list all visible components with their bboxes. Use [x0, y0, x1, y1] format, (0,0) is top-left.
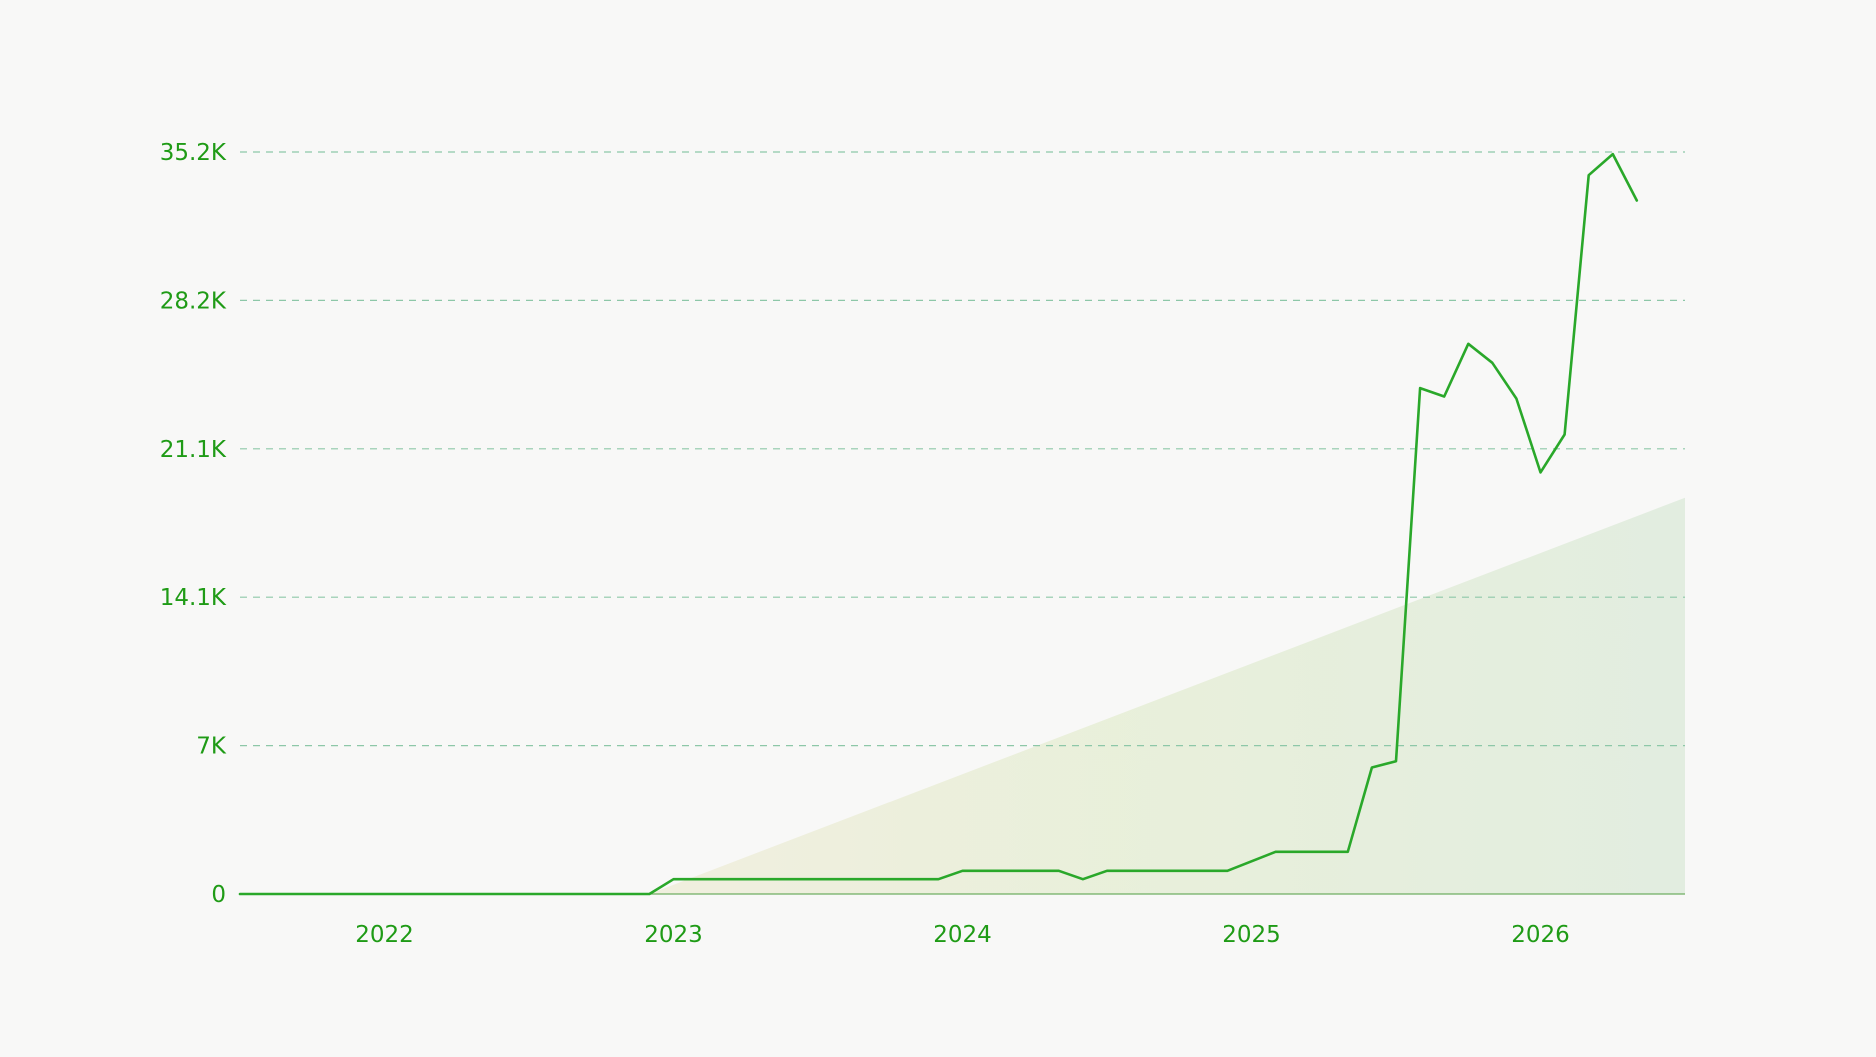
data-point	[648, 893, 650, 895]
y-tick-label: 21.1K	[160, 437, 227, 463]
data-point	[1058, 870, 1060, 872]
x-axis-ticks: 2022 2023 2024 2025 2026	[355, 922, 1570, 948]
data-point	[239, 893, 241, 895]
data-point	[1636, 199, 1638, 201]
data-point	[1419, 387, 1421, 389]
data-point	[1371, 766, 1373, 768]
x-tick-label: 2024	[933, 922, 992, 948]
data-point	[1491, 362, 1493, 364]
x-tick-label: 2023	[644, 922, 703, 948]
series-line	[238, 152, 1639, 896]
x-tick-label: 2025	[1222, 922, 1281, 948]
y-tick-label: 35.2K	[160, 140, 227, 166]
series-layer	[238, 152, 1639, 896]
y-tick-label: 28.2K	[160, 288, 227, 314]
data-point	[1515, 397, 1517, 399]
data-point	[1443, 395, 1445, 397]
data-point	[961, 870, 963, 872]
data-point	[1539, 471, 1541, 473]
data-point	[1347, 851, 1349, 853]
trend-area	[649, 497, 1685, 894]
data-point	[1587, 174, 1589, 176]
y-axis-ticks: 0 7K 14.1K 21.1K 28.2K 35.2K	[160, 140, 227, 908]
data-point	[504, 893, 506, 895]
y-tick-label: 0	[211, 882, 226, 908]
data-point	[1612, 153, 1614, 155]
y-tick-label: 7K	[196, 734, 227, 760]
data-point	[1563, 433, 1565, 435]
y-tick-label: 14.1K	[160, 585, 227, 611]
data-point	[937, 878, 939, 880]
x-tick-label: 2026	[1511, 922, 1570, 948]
data-point	[1226, 870, 1228, 872]
data-point	[1395, 760, 1397, 762]
x-tick-label: 2022	[355, 922, 414, 948]
data-point	[1082, 878, 1084, 880]
data-point	[1274, 851, 1276, 853]
data-point	[1106, 870, 1108, 872]
data-point	[383, 893, 385, 895]
data-point	[1467, 343, 1469, 345]
data-point	[672, 878, 674, 880]
data-point	[793, 878, 795, 880]
trend-area-layer	[649, 497, 1685, 894]
